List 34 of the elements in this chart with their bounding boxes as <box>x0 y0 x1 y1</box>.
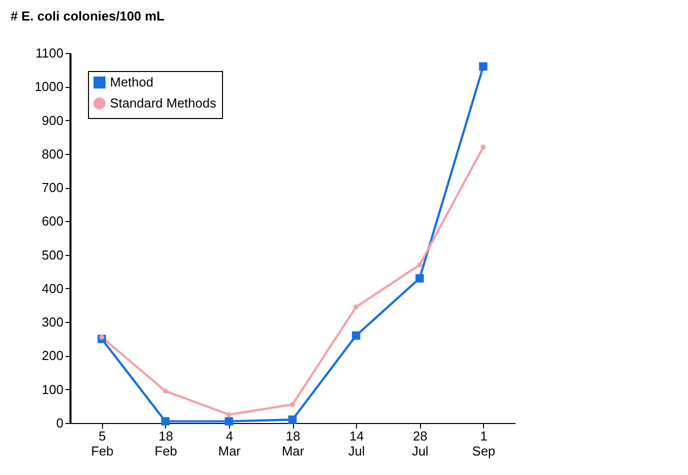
y-tick-label: 300 <box>42 314 64 330</box>
y-tick-label: 800 <box>42 146 64 162</box>
y-tick-label: 900 <box>42 112 64 128</box>
point <box>354 304 359 310</box>
point <box>162 388 168 394</box>
x-tick-label: 18 Feb <box>154 428 178 458</box>
y-tick-label: 400 <box>42 280 64 296</box>
point <box>352 331 360 340</box>
y-tick-label: 700 <box>42 180 64 196</box>
point <box>480 144 486 150</box>
y-axis-title: # E. coli colonies/100 mL <box>10 8 164 24</box>
point <box>415 274 424 283</box>
x-tick-label: 28 Jul <box>412 428 429 458</box>
y-tick-label: 500 <box>42 247 64 262</box>
x-tick-label: 14 Jul <box>348 428 365 458</box>
point <box>224 417 234 426</box>
y-tick-label: 100 <box>42 382 64 397</box>
x-tick-label: 4 Mar <box>218 428 242 458</box>
x-tick-label: 1 Sep <box>472 428 496 458</box>
legend-label: Standard Methods <box>110 96 217 110</box>
y-tick-label: 0 <box>56 416 64 430</box>
x-tick-label: 5 Feb <box>91 428 114 458</box>
y-tick-label: 1000 <box>34 79 64 94</box>
point <box>290 402 295 407</box>
point <box>417 262 422 268</box>
legend-label: Method <box>110 74 154 90</box>
y-tick-label: 1100 <box>36 46 64 60</box>
y-tick-label: 200 <box>42 348 64 364</box>
point <box>161 417 170 426</box>
point <box>479 62 488 71</box>
x-tick-label: 18 Mar <box>282 428 305 458</box>
point <box>288 415 297 424</box>
y-tick-label: 600 <box>42 214 64 229</box>
point <box>226 412 232 418</box>
